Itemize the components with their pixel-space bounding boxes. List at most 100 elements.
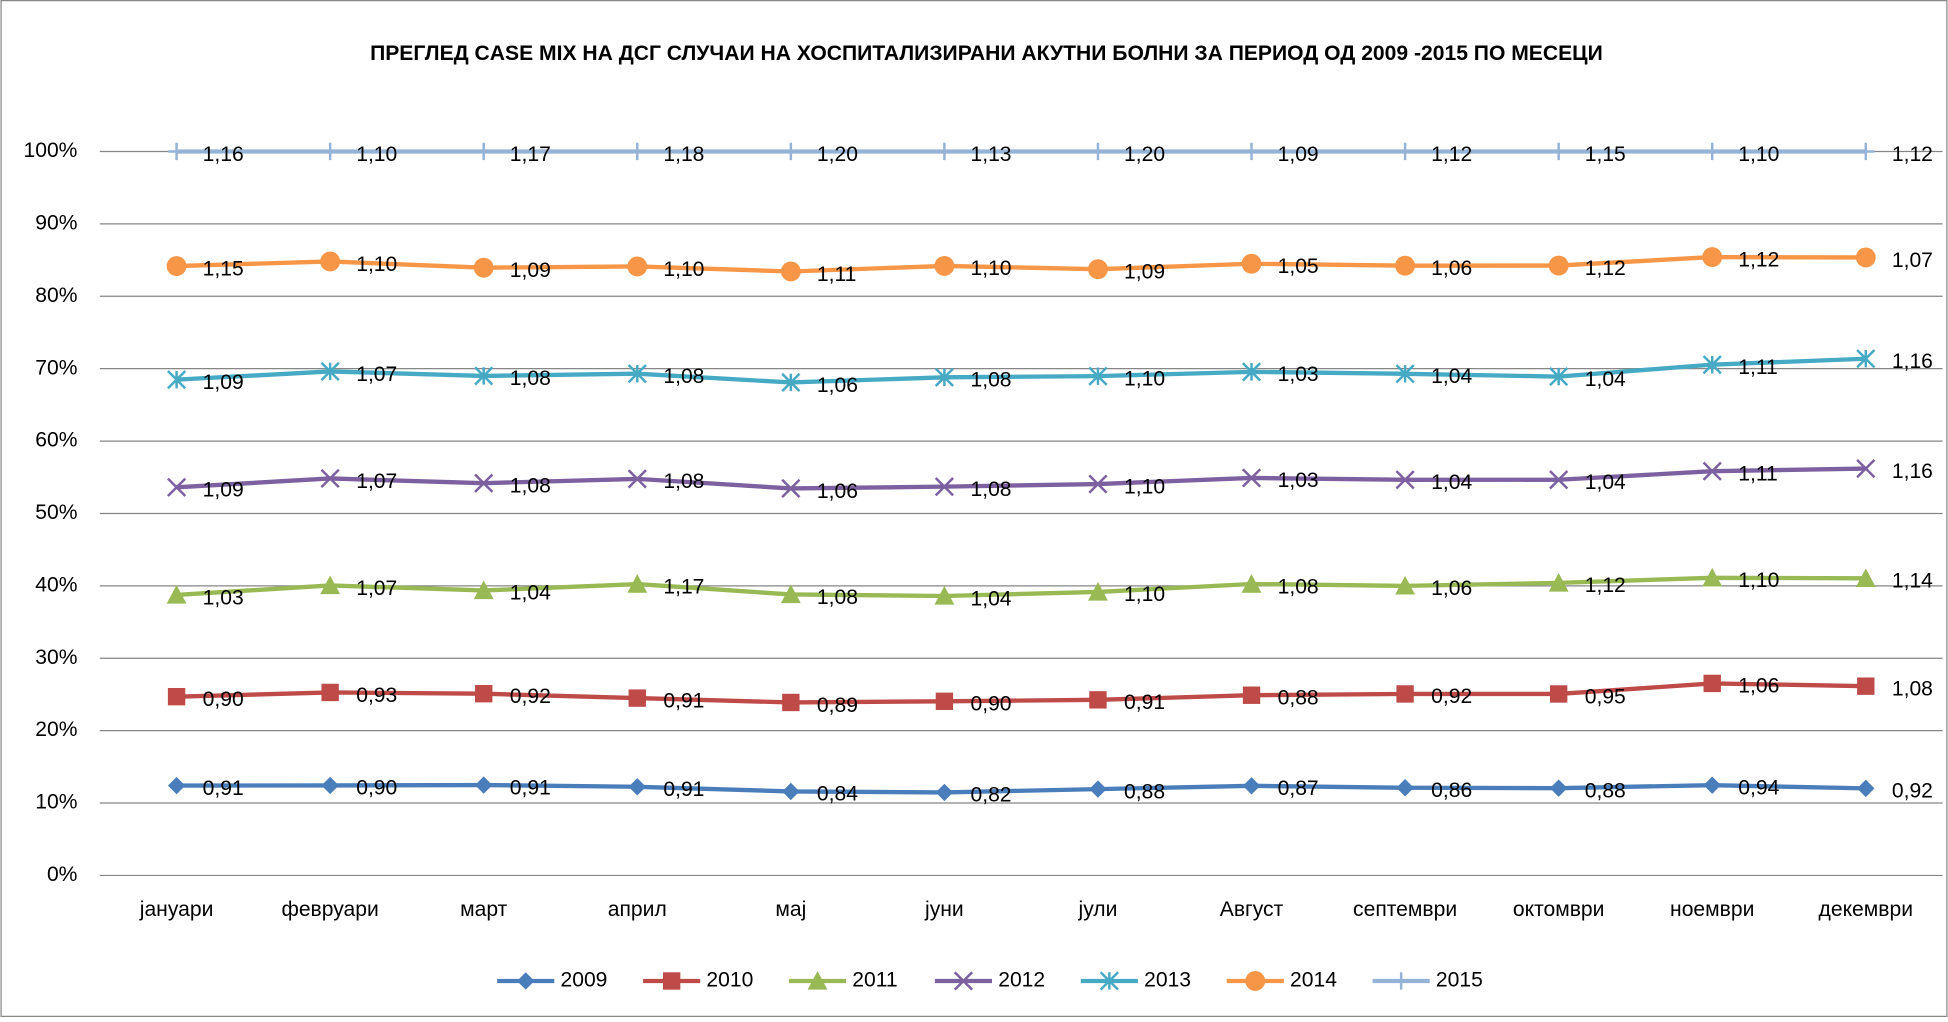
x-tick-label: април [608,898,667,921]
data-label: 1,12 [1892,143,1933,166]
data-label: 1,15 [203,257,244,280]
marker [627,256,648,277]
data-label: 1,08 [510,367,551,390]
data-label: 1,04 [970,587,1011,610]
marker [167,687,186,706]
data-label: 1,12 [1431,143,1472,166]
marker [167,370,187,390]
data-label: 1,08 [510,474,551,497]
marker [1089,780,1107,798]
data-label: 1,11 [1738,463,1777,486]
marker [473,257,494,278]
data-label: 1,18 [663,143,704,166]
data-label: 0,91 [663,778,704,801]
marker [320,251,341,272]
data-label: 0,90 [356,777,397,800]
marker [321,683,339,702]
data-label: 1,04 [1431,365,1472,388]
marker [1702,355,1722,375]
data-label: 1,08 [970,369,1011,392]
data-label: 0,91 [663,689,704,712]
marker [628,689,646,707]
data-label: 0,88 [1124,780,1165,803]
marker [1703,776,1721,794]
marker [1855,247,1876,268]
data-label: 1,04 [1585,471,1626,494]
marker [807,971,828,990]
marker [935,142,954,161]
marker [1088,474,1108,494]
marker [1702,247,1723,268]
marker [1241,362,1262,382]
marker [1395,470,1415,490]
y-tick-label: 100% [23,139,77,162]
marker [782,142,800,161]
data-label: 1,07 [1892,249,1933,272]
marker [1549,142,1568,161]
data-label: 1,10 [1124,583,1165,606]
x-tick-label: јануари [139,898,214,921]
data-label: 1,17 [510,143,551,166]
data-label: 1,08 [663,470,704,493]
marker [1856,458,1876,479]
data-label: 1,08 [1278,575,1319,598]
data-label: 0,89 [817,694,858,717]
marker [1089,691,1107,709]
marker [475,685,493,703]
series-line [176,356,1866,385]
data-label: 1,09 [1124,261,1165,284]
series-line [176,575,1866,599]
marker [166,256,187,276]
marker [782,693,800,712]
data-label: 1,16 [203,143,244,166]
y-tick-label: 50% [35,501,77,524]
x-tick-label: јули [1078,898,1118,921]
data-label: 1,09 [203,479,244,502]
data-label: 1,12 [1585,257,1626,280]
marker [1089,142,1107,161]
legend-label: 2010 [706,969,753,992]
x-tick-label: јуни [924,898,964,921]
series-line [176,782,1866,795]
marker [781,478,801,499]
marker [1855,568,1876,587]
marker [1396,142,1414,161]
marker [320,468,340,489]
data-label: 0,88 [1278,687,1319,710]
y-tick-label: 40% [35,573,77,596]
data-label: 0,82 [970,784,1011,807]
data-label: 1,09 [203,371,244,394]
data-label: 1,08 [970,478,1011,501]
y-tick-label: 20% [35,718,77,741]
marker [474,366,494,386]
marker [935,692,954,710]
legend-label: 2011 [852,969,897,992]
marker [1242,686,1261,704]
marker [1241,574,1262,593]
data-label: 1,20 [1124,143,1165,166]
data-label: 1,20 [817,143,858,166]
data-label: 0,92 [1892,780,1933,803]
marker [1548,255,1569,276]
x-tick-label: септември [1353,898,1457,921]
marker [1396,685,1414,703]
data-label: 1,16 [1892,460,1933,483]
x-tick-label: октомври [1513,898,1605,921]
marker [473,580,494,600]
data-label: 1,10 [663,258,704,281]
data-label: 1,08 [1892,677,1933,700]
data-label: 1,08 [663,365,704,388]
marker [627,469,647,489]
legend-label: 2014 [1290,969,1337,992]
data-label: 1,07 [356,470,397,493]
data-label: 1,10 [356,143,397,166]
marker [1549,367,1569,387]
data-label: 1,06 [1738,675,1779,698]
marker [1856,349,1876,369]
marker [1088,366,1108,386]
data-label: 0,94 [1738,776,1779,799]
data-label: 0,91 [1124,691,1165,714]
data-label: 0,90 [970,693,1011,716]
marker [934,367,954,387]
